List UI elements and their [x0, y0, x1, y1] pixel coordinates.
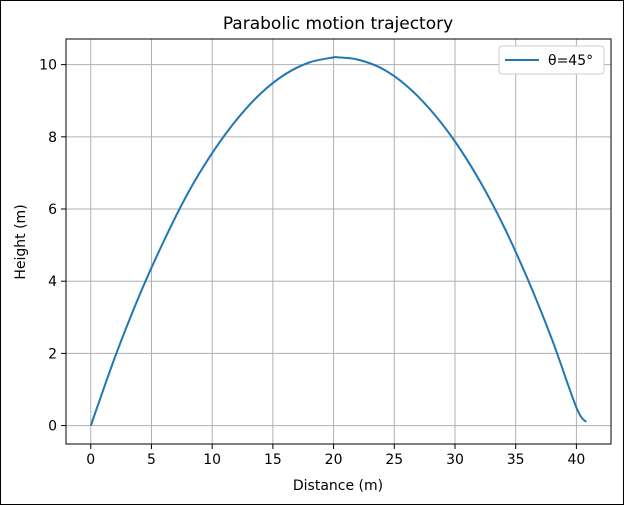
x-axis-ticks: 0 5 10 15 20 25 30 35 40	[86, 444, 585, 468]
chart-title: Parabolic motion trajectory	[223, 14, 453, 34]
x-tick-label: 5	[147, 452, 156, 468]
x-tick-label: 25	[385, 452, 403, 468]
y-tick-label: 10	[39, 58, 57, 74]
x-tick-label: 40	[567, 452, 585, 468]
plot-area-border	[65, 38, 612, 445]
x-axis-label: Distance (m)	[293, 478, 383, 494]
legend: θ=45°	[498, 45, 605, 75]
legend-label: θ=45°	[548, 53, 593, 69]
x-tick-label: 0	[86, 452, 95, 468]
series-line	[89, 55, 587, 426]
legend-box	[498, 45, 605, 75]
x-tick-label: 30	[446, 452, 464, 468]
y-tick-label: 8	[48, 130, 57, 146]
series-group	[89, 55, 587, 426]
x-tick-label: 10	[203, 452, 221, 468]
grid	[66, 39, 611, 444]
x-tick-label: 35	[507, 452, 525, 468]
y-axis-ticks: 0 2 4 6 8 10	[39, 58, 66, 435]
y-tick-label: 4	[48, 274, 57, 290]
x-tick-label: 20	[325, 452, 343, 468]
y-tick-label: 6	[48, 202, 57, 218]
y-tick-label: 0	[48, 419, 57, 435]
x-tick-label: 15	[264, 452, 282, 468]
y-axis-label: Height (m)	[13, 204, 29, 279]
y-tick-label: 2	[48, 346, 57, 362]
